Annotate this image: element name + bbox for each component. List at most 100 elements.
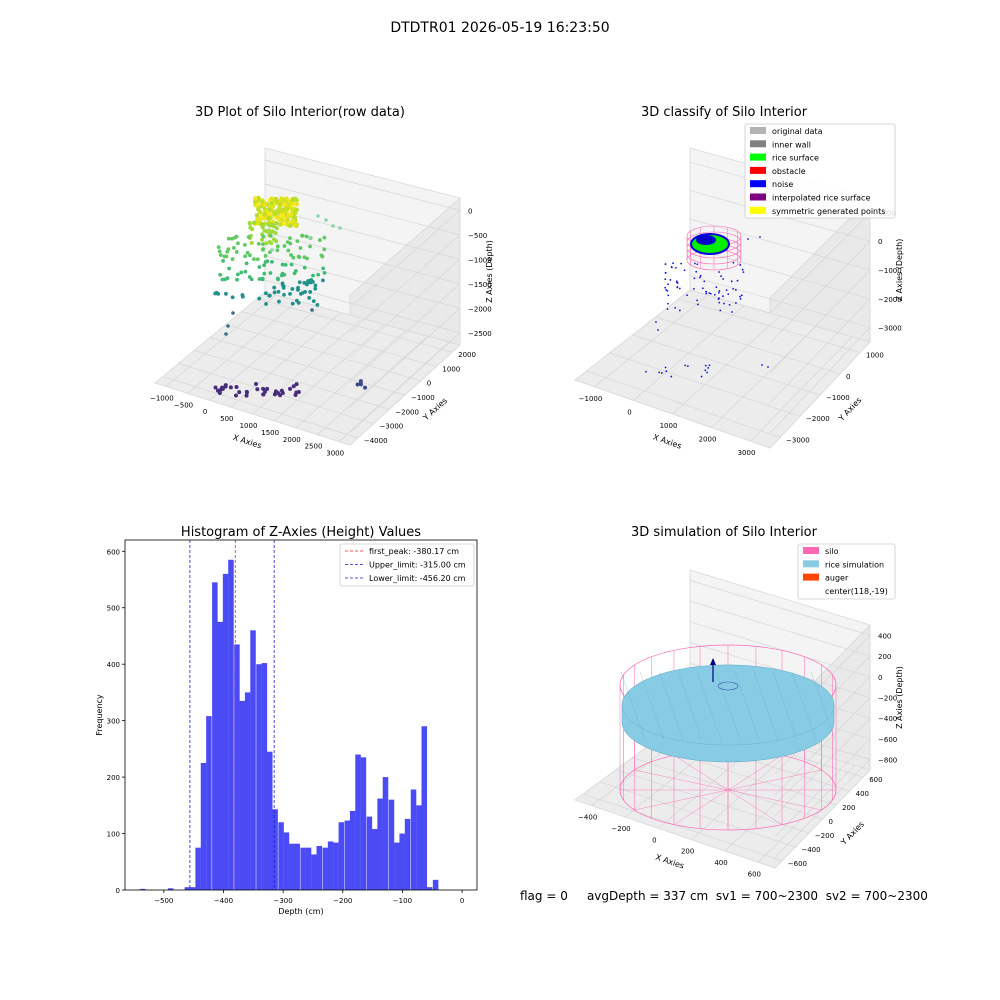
raw-data-point xyxy=(260,247,265,252)
raw-data-point xyxy=(265,229,270,234)
sv1-text: sv1 = 700~2300 xyxy=(715,889,819,903)
classify-legend-frame xyxy=(744,123,896,219)
classify-plot-y-gridline xyxy=(655,316,841,375)
raw-plot-z-tick-label: −1500 xyxy=(468,281,492,289)
raw-data-point xyxy=(257,296,262,301)
raw-data-point xyxy=(255,217,261,222)
classify-noise-point xyxy=(708,292,711,294)
raw-data-point xyxy=(282,216,287,221)
classify-noise-point xyxy=(703,280,706,283)
simulation-plot-y-gridline xyxy=(583,793,782,862)
histogram-bar xyxy=(388,799,395,890)
raw-data-point xyxy=(267,293,272,298)
histogram-bar xyxy=(349,810,356,890)
raw-data-point xyxy=(288,386,293,391)
raw-data-point xyxy=(230,295,235,300)
histogram-x-tick-label: −100 xyxy=(393,897,412,905)
raw-data-point xyxy=(260,237,265,242)
raw-data-point xyxy=(363,385,368,390)
raw-plot-x-tick-label: −500 xyxy=(174,401,193,409)
classify-noise-point xyxy=(678,309,681,312)
classify-plot-y-gridline xyxy=(678,298,861,353)
raw-data-point xyxy=(298,291,303,296)
raw-data-point xyxy=(275,208,280,213)
classify-noise-point xyxy=(713,293,716,296)
raw-plot-z-gridline xyxy=(349,234,461,333)
raw-data-point xyxy=(295,239,300,244)
avg-depth-text: avgDepth = 337 cm xyxy=(586,889,709,903)
histogram-bar xyxy=(217,621,223,890)
classify-plot-z-axis-label: Z Axies (Depth) xyxy=(895,239,904,302)
raw-data-point xyxy=(293,223,298,228)
histogram-bar xyxy=(278,822,284,890)
histogram-bar xyxy=(355,754,361,890)
raw-data-point xyxy=(217,391,222,396)
classify-noise-point xyxy=(731,311,733,313)
rice-mesh-line xyxy=(734,671,760,741)
histogram-x-tick-label: −300 xyxy=(273,897,292,905)
histogram-bar xyxy=(206,716,212,890)
simulation-plot-z-gridline xyxy=(774,759,871,858)
raw-data-point xyxy=(266,215,272,221)
raw-data-point xyxy=(272,392,277,397)
raw-data-point xyxy=(214,290,219,295)
classify-noise-point xyxy=(693,277,696,280)
histogram-y-tick-label: 0 xyxy=(116,887,120,895)
classify-plot-x-tick-label: 2000 xyxy=(699,436,717,444)
raw-data-point xyxy=(257,265,262,269)
histogram-bar xyxy=(256,664,262,890)
raw-data-point xyxy=(269,196,274,201)
simulation-plot-z-gridline xyxy=(774,717,871,817)
raw-plot-y-gridline xyxy=(257,298,453,353)
histogram-y-tick-label: 500 xyxy=(107,605,120,613)
simulation-legend-frame xyxy=(797,543,896,600)
raw-data-point xyxy=(298,246,303,250)
raw-data-point xyxy=(219,385,224,390)
classify-noise-point xyxy=(664,366,667,369)
classify-plot-z-gridline xyxy=(769,298,871,404)
raw-data-point xyxy=(318,238,322,242)
simulation-plot-title: 3D simulation of Silo Interior xyxy=(631,525,818,540)
raw-data-point xyxy=(224,332,228,336)
raw-data-point xyxy=(279,388,284,393)
raw-data-point xyxy=(308,236,312,240)
raw-data-point xyxy=(230,257,235,261)
raw-data-point xyxy=(280,262,285,267)
raw-data-point xyxy=(274,226,279,231)
simulation-plot-z-tick-label: 0 xyxy=(878,674,882,682)
classify-noise-point xyxy=(732,287,735,290)
classify-obstacle xyxy=(696,235,716,245)
raw-data-point xyxy=(249,277,254,282)
raw-data-point xyxy=(311,273,315,278)
classify-plot-y-tick-label: 0 xyxy=(846,373,850,381)
raw-data-point xyxy=(234,384,239,389)
raw-data-point xyxy=(226,324,230,328)
histogram-bar xyxy=(399,833,405,890)
raw-plot-z-gridline xyxy=(349,209,461,308)
classify-noise-point xyxy=(657,329,659,331)
raw-data-point xyxy=(244,261,249,266)
rice-simulation-top xyxy=(621,664,835,746)
histogram-bar xyxy=(311,854,317,890)
raw-data-point xyxy=(289,206,295,212)
classify-legend-swatch xyxy=(750,206,766,214)
histogram-legend-label: Upper_limit: -315.00 cm xyxy=(369,561,466,570)
raw-data-point xyxy=(281,220,287,226)
raw-data-point xyxy=(218,272,223,277)
histogram-bar xyxy=(190,887,196,890)
simulation-plot-y-tick-label: 200 xyxy=(842,804,855,812)
classify-plot-x-tick-label: 3000 xyxy=(738,449,756,457)
raw-data-point xyxy=(256,241,261,246)
classify-plot-title: 3D classify of Silo Interior xyxy=(641,105,808,120)
classify-plot-x-tick-label: −1000 xyxy=(579,395,603,403)
histogram-bar xyxy=(222,573,229,890)
raw-data-point xyxy=(220,277,225,282)
raw-data-point xyxy=(231,246,236,250)
raw-data-point xyxy=(235,277,239,282)
raw-data-point xyxy=(285,240,290,245)
classify-plot-z-gridline xyxy=(769,240,871,344)
classify-plot-x-axis-label: X Axies xyxy=(652,433,683,451)
raw-data-point xyxy=(255,387,260,392)
simulation-legend-swatch xyxy=(803,547,819,554)
raw-data-point xyxy=(308,290,313,294)
